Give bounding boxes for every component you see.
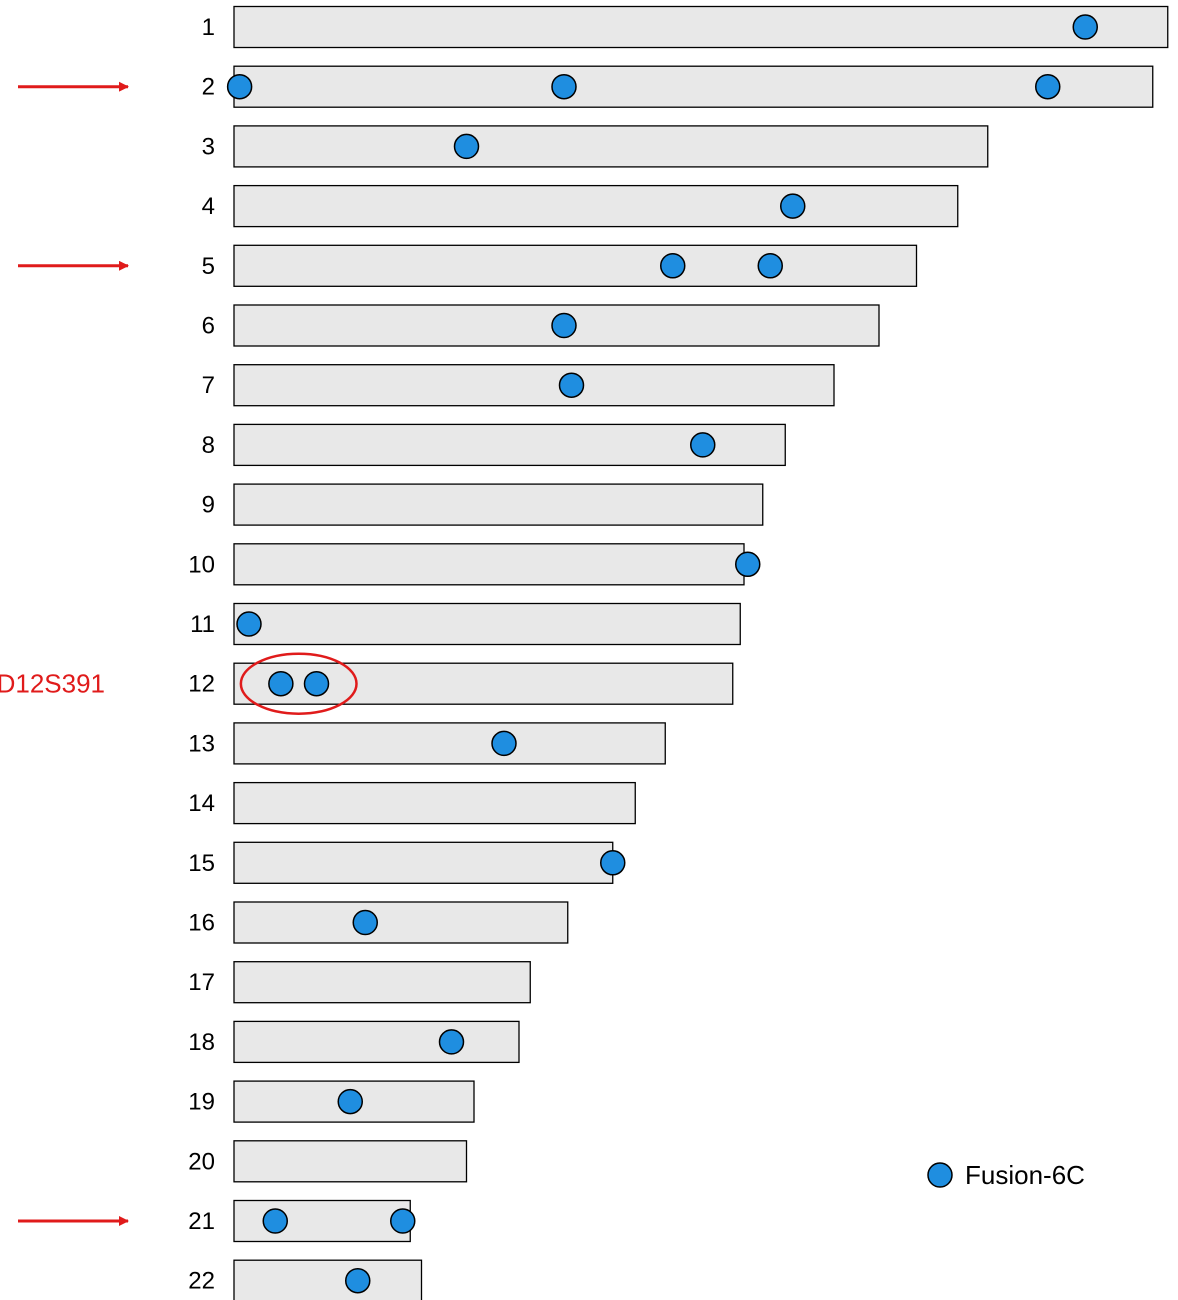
- legend-marker: [927, 1162, 953, 1188]
- chromosome-bar-22: [233, 1259, 423, 1300]
- fusion-point: [690, 432, 716, 458]
- chromosome-label-17: 17: [188, 969, 215, 996]
- chromosome-bar-21: [233, 1199, 411, 1243]
- chromosome-bar-14: [233, 781, 636, 825]
- chromosome-label-15: 15: [188, 850, 215, 877]
- fusion-point: [337, 1088, 363, 1115]
- chromosome-bar-3: [233, 125, 989, 168]
- fusion-point: [551, 73, 577, 100]
- chromosome-label-22: 22: [188, 1268, 215, 1295]
- chromosome-label-12: 12: [188, 671, 215, 698]
- chromosome-label-2: 2: [202, 74, 215, 101]
- chromosome-bar-11: [233, 602, 741, 646]
- annotations: D12S391: [0, 81, 358, 1226]
- fusion-point: [345, 1267, 371, 1294]
- annotation-ellipse: [239, 652, 358, 715]
- fusion-point: [551, 312, 577, 339]
- chromosome-label-14: 14: [188, 790, 215, 817]
- chromosome-bars: [233, 5, 1169, 1300]
- chromosome-bar-18: [233, 1020, 520, 1064]
- chromosome-label-7: 7: [202, 372, 215, 399]
- chromosome-label-11: 11: [190, 611, 215, 638]
- fusion-points: [226, 14, 1098, 1294]
- fusion-point: [735, 551, 761, 578]
- chromosome-bar-16: [233, 901, 569, 944]
- fusion-point: [226, 73, 253, 100]
- chromosome-bar-17: [233, 961, 531, 1004]
- fusion-point: [390, 1208, 416, 1234]
- chromosome-label-19: 19: [188, 1089, 215, 1116]
- chromosome-bar-10: [233, 543, 745, 586]
- fusion-point: [1072, 14, 1098, 40]
- chromosome-label-1: 1: [202, 14, 215, 41]
- chromosome-bar-7: [233, 364, 835, 407]
- chromosome-label-18: 18: [188, 1029, 215, 1056]
- chromosome-label-4: 4: [202, 193, 215, 220]
- fusion-point: [352, 909, 378, 936]
- fusion-point: [757, 253, 783, 279]
- chromosome-label-5: 5: [202, 253, 215, 280]
- chromosome-bar-13: [233, 722, 666, 765]
- fusion-point: [438, 1029, 465, 1055]
- fusion-point: [780, 193, 806, 219]
- chromosome-bar-5: [233, 244, 918, 287]
- chromosome-label-10: 10: [188, 551, 215, 578]
- chromosome-bar-20: [233, 1140, 468, 1183]
- fusion-point: [303, 670, 330, 697]
- chromosome-label-21: 21: [188, 1208, 215, 1235]
- annotation-label: D12S391: [0, 669, 105, 699]
- chromosome-label-9: 9: [202, 492, 215, 519]
- fusion-point: [1035, 73, 1061, 100]
- fusion-point: [268, 670, 294, 697]
- chromosome-label-13: 13: [188, 730, 215, 757]
- chromosome-label-3: 3: [202, 133, 215, 160]
- chromosome-bar-2: [233, 65, 1154, 108]
- chromosome-bar-1: [233, 5, 1169, 49]
- chromosome-bar-9: [233, 483, 764, 526]
- fusion-point: [491, 730, 517, 757]
- fusion-point: [236, 611, 262, 637]
- chromosome-bar-4: [233, 184, 959, 228]
- fusion-point: [453, 133, 480, 160]
- fusion-point: [558, 372, 585, 398]
- fusion-point: [660, 253, 686, 279]
- chromosome-bar-15: [233, 841, 614, 884]
- chromosome-label-6: 6: [202, 313, 215, 340]
- fusion-point: [262, 1208, 288, 1234]
- legend: Fusion-6C: [927, 1160, 1085, 1190]
- legend-label: Fusion-6C: [965, 1160, 1085, 1190]
- chromosome-label-8: 8: [202, 432, 215, 459]
- chromosome-label-20: 20: [188, 1148, 215, 1175]
- chromosome-label-16: 16: [188, 910, 215, 937]
- fusion-point: [600, 850, 626, 876]
